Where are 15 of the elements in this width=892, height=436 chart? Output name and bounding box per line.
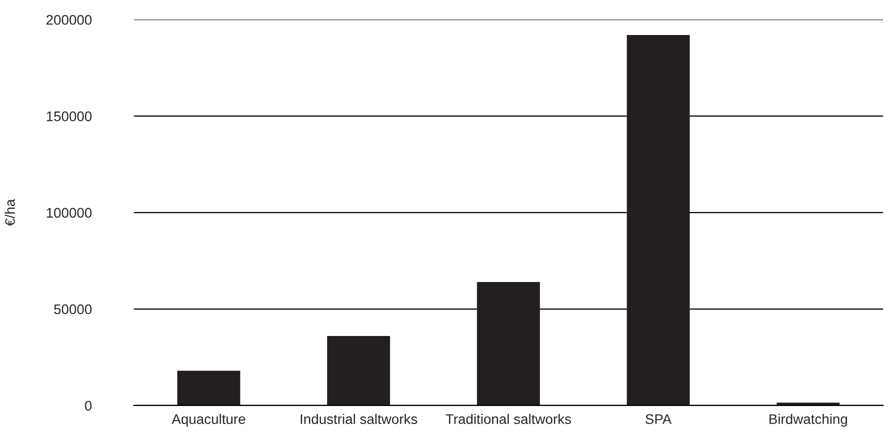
x-tick-label: Birdwatching [770,414,848,427]
y-tick-label: 100000 [46,208,92,218]
y-tick-label: 200000 [46,14,92,25]
bar [177,370,240,406]
y-axis-title: €/ha [4,199,15,226]
y-tick-label: 150000 [46,111,92,122]
bar [626,35,690,406]
y-tick-label: 50000 [54,304,92,314]
x-tick-label: SPA [646,414,672,424]
bar [327,336,390,406]
x-tick-label: Aquaculture [172,414,246,427]
x-tick-label: Industrial saltworks [300,414,418,424]
bar [476,282,540,406]
x-tick-label: Traditional saltworks [446,414,571,424]
y-tick-label: 0 [84,400,92,411]
